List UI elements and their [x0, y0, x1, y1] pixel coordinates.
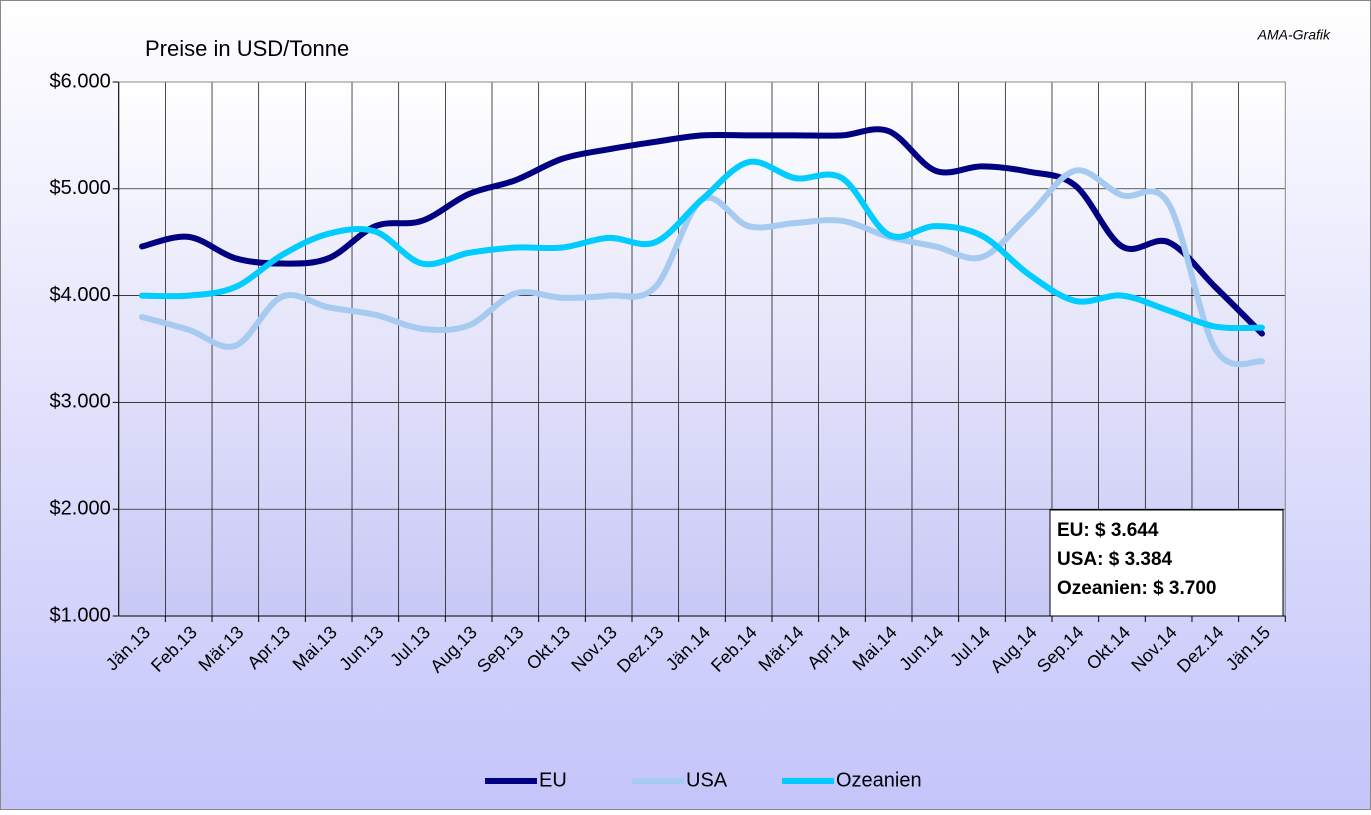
annotation: Ozeanien: $ 3.700 — [1057, 578, 1216, 599]
y-tick-label: $2.000 — [50, 497, 111, 519]
annotation: EU: $ 3.644 — [1057, 520, 1159, 541]
annotation-box — [1049, 509, 1284, 617]
y-tick-label: $5.000 — [50, 177, 111, 199]
y-tick-label: $6.000 — [50, 70, 111, 92]
legend-label: USA — [686, 769, 728, 791]
annotation: USA: $ 3.384 — [1057, 549, 1173, 570]
line-series — [139, 126, 1265, 337]
y-tick-label: $1.000 — [50, 604, 111, 626]
y-tick-label: $4.000 — [50, 284, 111, 306]
legend-label: EU — [539, 769, 567, 791]
y-tick-label: $3.000 — [50, 391, 111, 413]
line-series — [139, 158, 1265, 332]
line-series — [139, 167, 1265, 368]
legend-label: Ozeanien — [836, 769, 922, 791]
source: AMA-Grafik — [1257, 27, 1331, 43]
chart-title: Preise in USD/Tonne — [145, 36, 349, 61]
